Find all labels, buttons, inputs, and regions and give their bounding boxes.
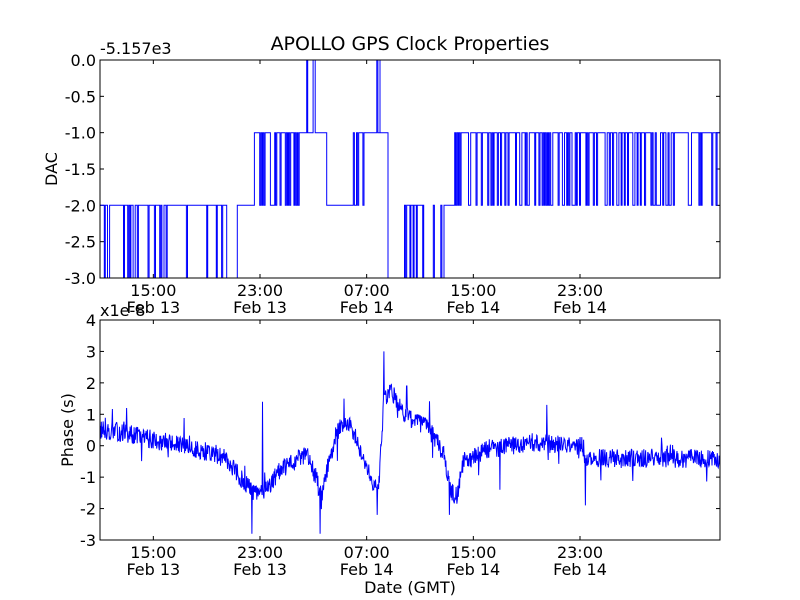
bottom-xtick-date: Feb 13 [233, 560, 287, 579]
bottom-xlabel: Date (GMT) [364, 578, 456, 597]
bottom-ytick-label: -2 [80, 500, 96, 519]
bottom-xtick-date: Feb 13 [126, 560, 180, 579]
top-xtick-time: 15:00 [130, 281, 176, 300]
top-xtick-date: Feb 13 [233, 298, 287, 317]
bottom-xtick-time: 23:00 [557, 543, 603, 562]
bottom-ytick-label: -1 [80, 468, 96, 487]
top-ytick-label: 0.0 [71, 51, 96, 70]
top-xtick-time: 15:00 [450, 281, 496, 300]
top-xtick-time: 23:00 [237, 281, 283, 300]
bottom-xtick-time: 15:00 [130, 543, 176, 562]
chart-title: APOLLO GPS Clock Properties [271, 33, 550, 55]
phase-series-line [99, 351, 721, 534]
top-xtick-time: 07:00 [344, 281, 390, 300]
top-subplot: -5.157e3 0.0 -0.5 -1.0 -1.5 -2.0 -2.5 -3.0 15:0… [42, 39, 721, 317]
top-ytick-label: -3.0 [65, 269, 96, 288]
top-xtick-time: 23:00 [557, 281, 603, 300]
bottom-xtick-time: 15:00 [450, 543, 496, 562]
bottom-ytick-label: -3 [80, 531, 96, 550]
bottom-axes-frame [99, 319, 721, 541]
bottom-xtick-date: Feb 14 [446, 560, 500, 579]
bottom-offset-text: x1e-8 [100, 301, 145, 320]
bottom-xtick-time: 07:00 [344, 543, 390, 562]
bottom-ytick-label: 4 [86, 311, 96, 330]
top-ytick-label: -0.5 [65, 87, 96, 106]
bottom-ytick-label: 2 [86, 374, 96, 393]
top-ytick-label: -1.0 [65, 124, 96, 143]
top-xtick-date: Feb 13 [126, 298, 180, 317]
bottom-ytick-label: 1 [86, 405, 96, 424]
top-xtick-date: Feb 14 [340, 298, 394, 317]
top-xtick-date: Feb 14 [446, 298, 500, 317]
bottom-ytick-label: 3 [86, 342, 96, 361]
top-offset-text: -5.157e3 [100, 39, 172, 58]
bottom-ylabel: Phase (s) [58, 393, 77, 467]
top-xtick-date: Feb 14 [553, 298, 607, 317]
top-axes-frame [99, 59, 721, 279]
bottom-xtick-time: 23:00 [237, 543, 283, 562]
top-ytick-label: -2.5 [65, 233, 96, 252]
bottom-xtick-date: Feb 14 [340, 560, 394, 579]
top-ylabel: DAC [42, 152, 61, 186]
top-ytick-label: -2.0 [65, 196, 96, 215]
top-ytick-label: -1.5 [65, 160, 96, 179]
bottom-xtick-date: Feb 14 [553, 560, 607, 579]
bottom-ytick-label: 0 [86, 437, 96, 456]
